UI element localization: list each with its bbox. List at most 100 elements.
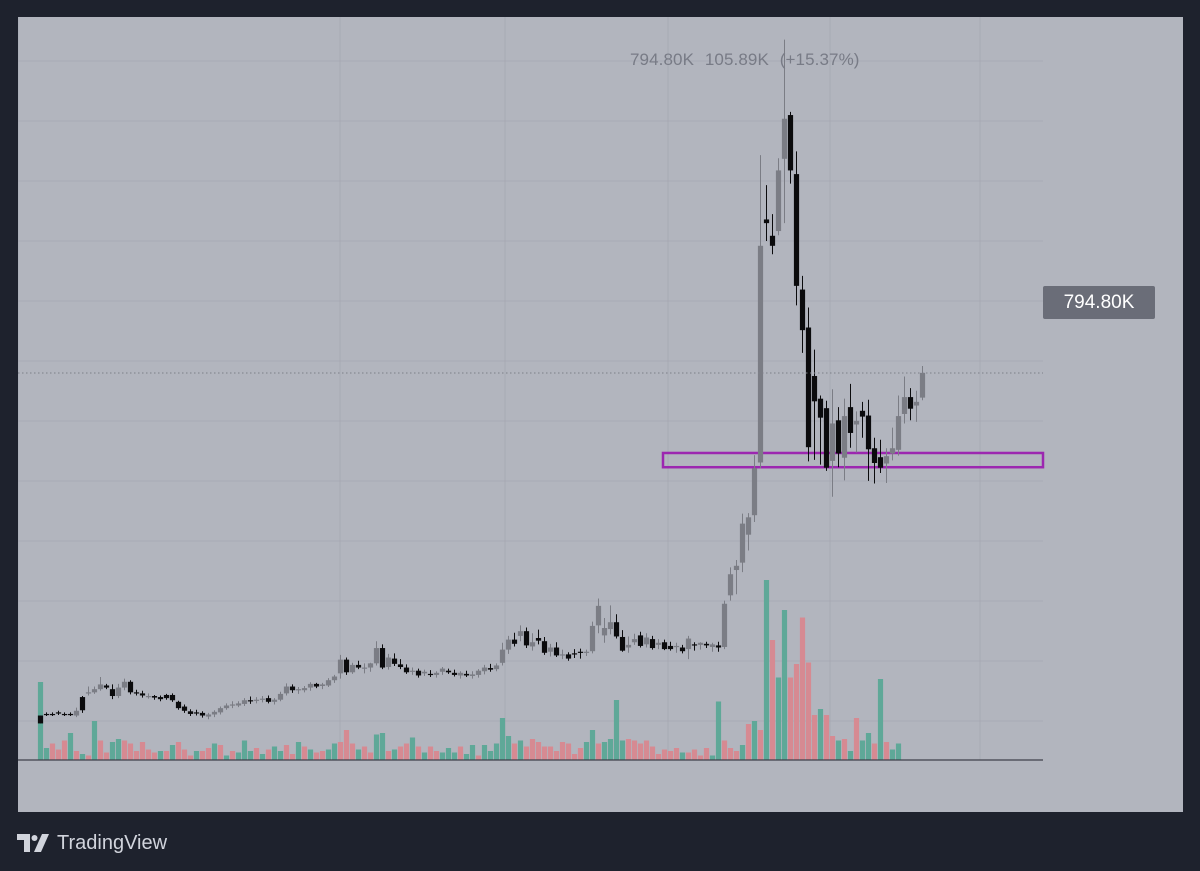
candle [265,695,272,704]
candle [529,633,536,651]
candle [505,635,512,654]
candle-body [919,372,926,398]
candle [463,670,470,678]
candle [145,693,152,699]
candle [625,636,632,653]
volume-bar [565,743,572,760]
candle-body [475,670,482,675]
candle-body [547,647,554,652]
candle [211,710,218,718]
candle-body [535,638,542,641]
volume-bar [535,742,542,760]
candle [229,701,236,709]
volume-bar [205,748,212,760]
candle [37,715,44,724]
volume-bar [691,749,698,760]
volume-bar [235,752,242,760]
volume-bar [481,745,488,760]
volume-bar [649,746,656,760]
volume-bar [223,755,230,760]
candle [217,706,224,715]
change-value-text: 105.89K [704,50,769,69]
candle [283,683,290,696]
candle-body [493,665,500,670]
volume-bar [121,740,128,760]
candle-body [61,713,68,716]
candle [61,712,68,717]
candle-body [37,715,44,724]
tradingview-brand[interactable]: TradingView [17,830,167,856]
volume-bar [625,739,632,760]
volume-bar [853,718,860,760]
candle [187,709,194,717]
volume-bar [709,755,716,760]
chart-canvas[interactable] [18,17,1183,812]
candle-body [895,416,902,450]
candle [559,649,566,660]
candle-body [829,423,836,461]
candle-body [781,118,788,159]
candle [343,657,350,675]
volume-bar [451,752,458,760]
candle-body [193,712,200,714]
candle-body [757,245,764,463]
volume-bar [631,740,638,760]
candle [433,671,440,678]
candle-body [91,689,98,693]
candle [733,560,740,595]
volume-bar [187,755,194,760]
volume-bar [841,739,848,760]
candle [199,711,206,718]
candle [43,712,50,717]
chart-panel[interactable]: 794.80K 105.89K (+15.37%) [18,17,1183,812]
candle-body [787,115,794,171]
candle [109,684,116,700]
candle-body [211,711,218,715]
candle-body [865,415,872,450]
volume-bars [37,580,902,760]
candle [583,649,590,656]
candle-body [667,645,674,650]
candle [97,677,104,691]
candle [355,660,362,670]
volume-bar [193,751,200,760]
candle-body [391,658,398,664]
candle [655,639,662,650]
candle-body [625,644,632,648]
candle-body [607,622,614,630]
candle [175,700,182,710]
volume-bar [73,751,80,760]
candle-body [433,672,440,675]
volume-bar [811,715,818,760]
volume-bar [859,740,866,760]
volume-bar [715,701,722,760]
candle [85,686,92,696]
candle [715,641,722,652]
volume-bar [259,754,266,760]
volume-bar [199,751,206,760]
candle [223,703,230,710]
volume-bar [139,742,146,760]
candle-body [175,701,182,709]
volume-bar [43,748,50,760]
candle [271,698,278,705]
candle [703,641,710,649]
candle [787,111,794,184]
candle [73,707,80,718]
candle-body [355,664,362,668]
candle-body [769,235,776,246]
candle-body [307,683,314,688]
candle [667,641,674,651]
candle-body [361,667,368,669]
candle-body [823,408,830,468]
candle-body [133,692,140,694]
volume-bar [703,748,710,760]
candle-body [331,676,338,681]
candle [835,407,842,468]
volume-bar [847,751,854,760]
volume-bar [571,754,578,760]
volume-bar [559,742,566,760]
candle-body [247,700,254,702]
candle-body [439,668,446,672]
candle-body [289,686,296,691]
